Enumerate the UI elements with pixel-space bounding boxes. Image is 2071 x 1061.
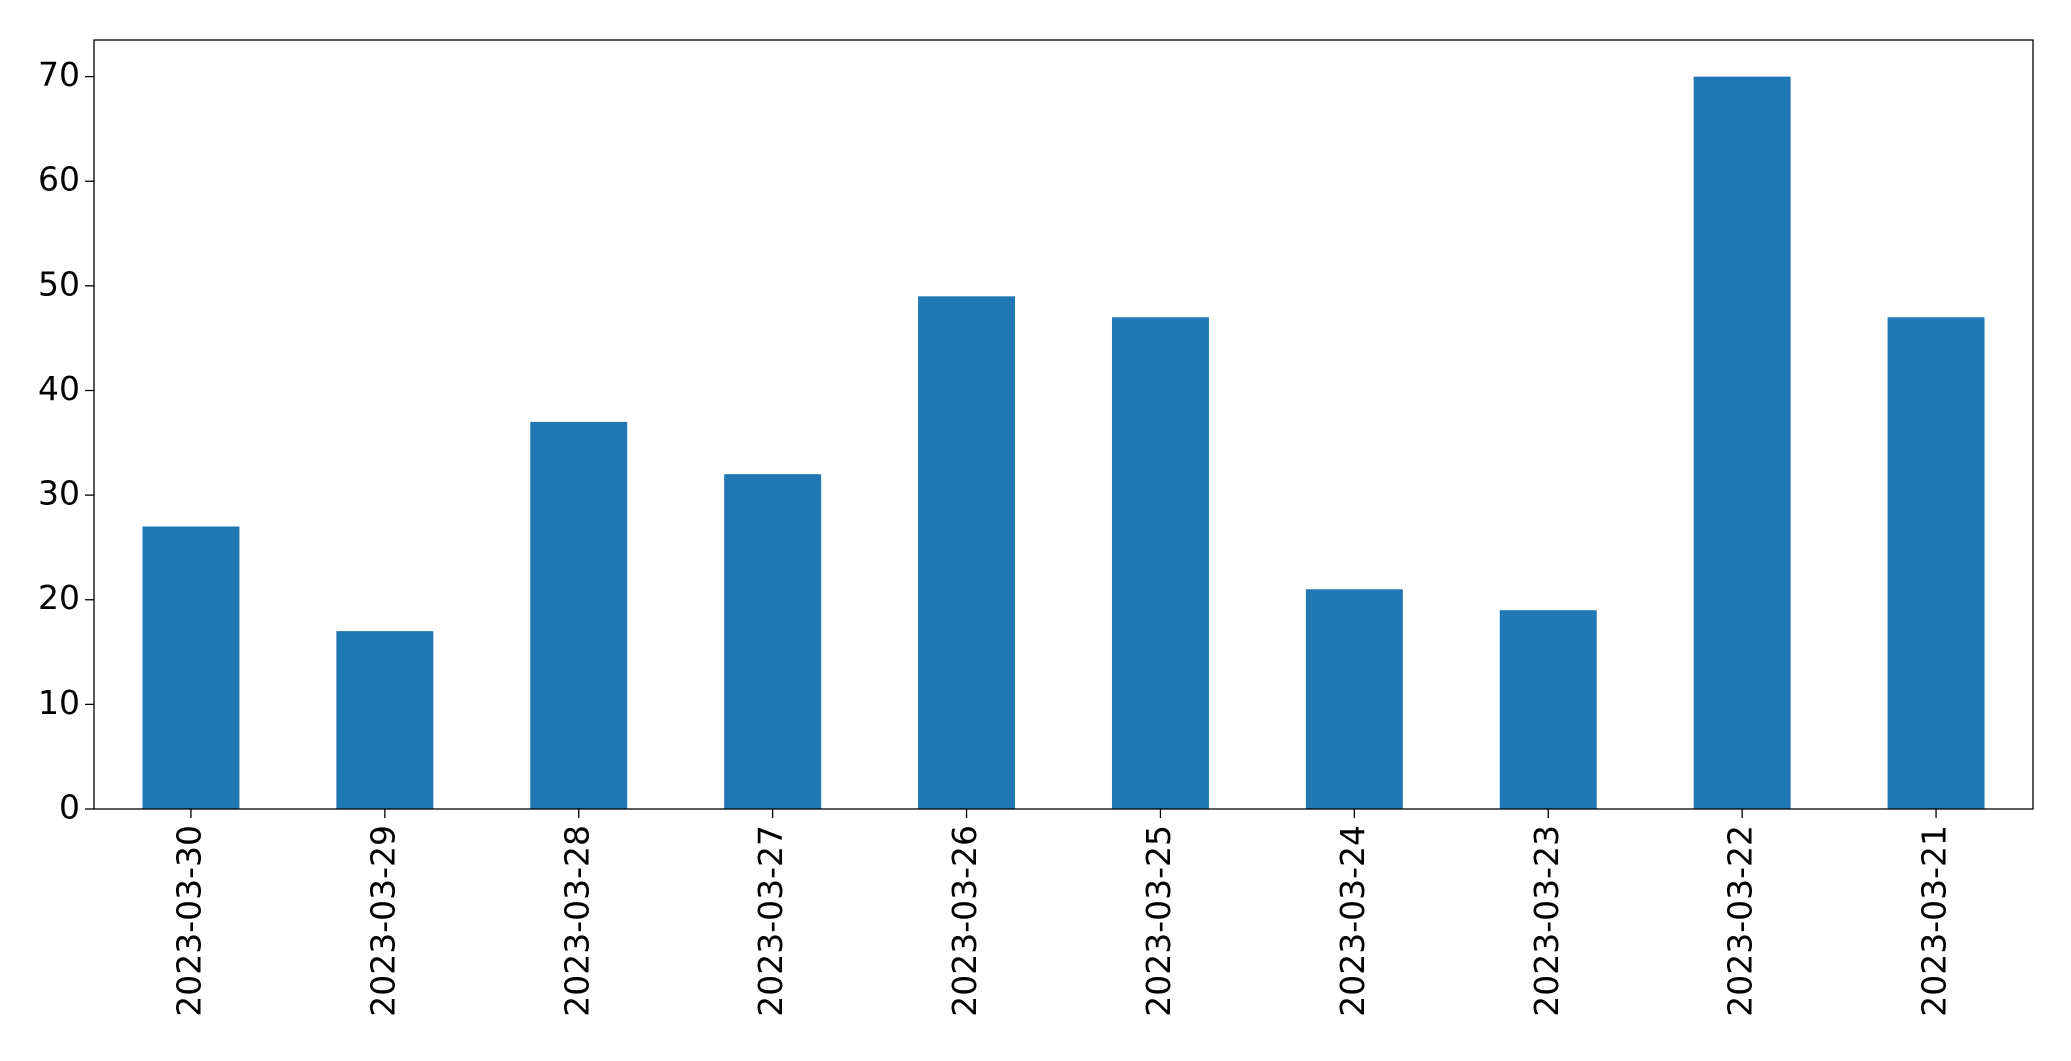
y-tick-label: 50 [38,264,80,303]
x-tick-label: 2023-03-25 [1139,825,1178,1017]
y-tick-label: 40 [38,369,80,408]
bar [1111,317,1209,809]
bar [1305,589,1403,809]
y-tick-label: 60 [38,160,80,199]
bar [1499,610,1597,809]
x-tick-label: 2023-03-23 [1527,825,1566,1017]
bar [918,296,1016,809]
x-tick-label: 2023-03-27 [751,825,790,1017]
x-tick-label: 2023-03-21 [1915,825,1954,1017]
bar [336,631,434,809]
bar [530,421,628,809]
x-tick-label: 2023-03-30 [169,825,208,1017]
x-tick-label: 2023-03-22 [1721,825,1760,1017]
x-tick-label: 2023-03-26 [945,825,984,1017]
bar [1887,317,1985,809]
y-tick-label: 10 [38,683,80,722]
bar [142,526,240,809]
x-tick-label: 2023-03-29 [363,825,402,1017]
bar [1693,76,1791,810]
y-tick-label: 70 [38,55,80,94]
y-tick-label: 0 [59,788,80,827]
y-tick-label: 20 [38,578,80,617]
x-tick-label: 2023-03-28 [557,825,596,1017]
plot-frame [93,39,2034,810]
y-tick-label: 30 [38,474,80,513]
x-tick-label: 2023-03-24 [1333,825,1372,1017]
bar [724,474,822,809]
